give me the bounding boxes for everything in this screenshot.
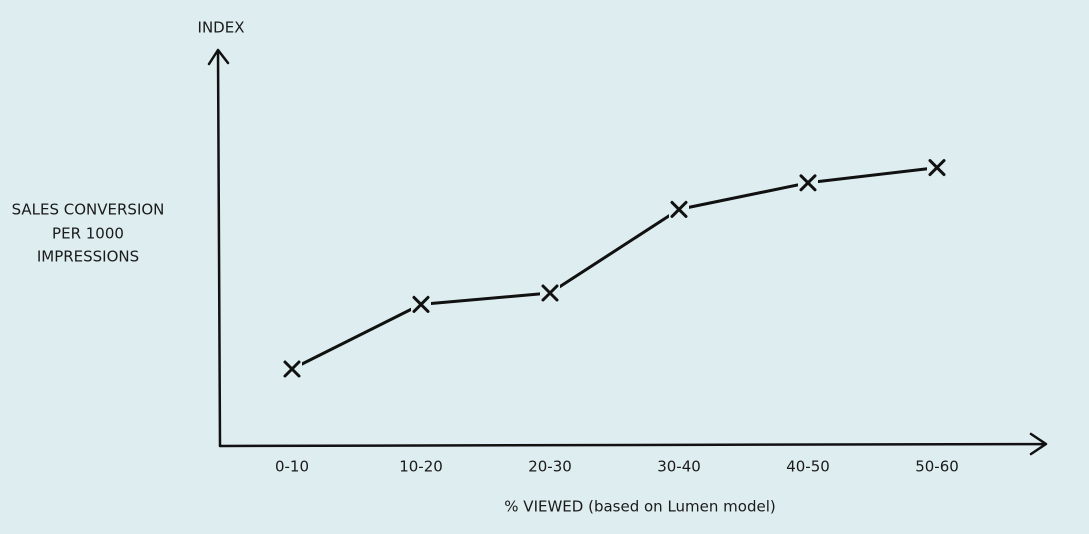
x-axis xyxy=(218,432,1048,456)
x-axis-title: % VIEWED (based on Lumen model) xyxy=(504,498,775,516)
marker-x xyxy=(412,295,430,313)
data-marker xyxy=(540,283,560,303)
x-tick-label: 50-60 xyxy=(915,458,959,476)
x-tick-label: 20-30 xyxy=(528,458,572,476)
y-axis-label: PER 1000 xyxy=(52,225,124,243)
y-axis-label: IMPRESSIONS xyxy=(37,248,139,266)
data-marker xyxy=(411,294,431,315)
x-tick-label: 0-10 xyxy=(275,458,309,476)
marker-x xyxy=(928,159,946,177)
data-marker xyxy=(282,359,302,379)
marker-x xyxy=(799,174,817,192)
x-tick-label: 30-40 xyxy=(657,458,701,476)
data-line xyxy=(290,166,939,371)
marker-x xyxy=(670,200,688,218)
y-axis xyxy=(207,48,230,448)
x-tick-label: 40-50 xyxy=(786,458,830,476)
y-axis-label: SALES CONVERSION xyxy=(12,201,165,219)
marker-x xyxy=(541,284,559,302)
marker-x xyxy=(283,360,301,378)
data-marker xyxy=(927,157,947,178)
data-marker xyxy=(798,172,818,193)
y-axis-title: INDEX xyxy=(198,19,245,37)
data-marker xyxy=(669,199,689,220)
x-tick-label: 10-20 xyxy=(399,458,443,476)
